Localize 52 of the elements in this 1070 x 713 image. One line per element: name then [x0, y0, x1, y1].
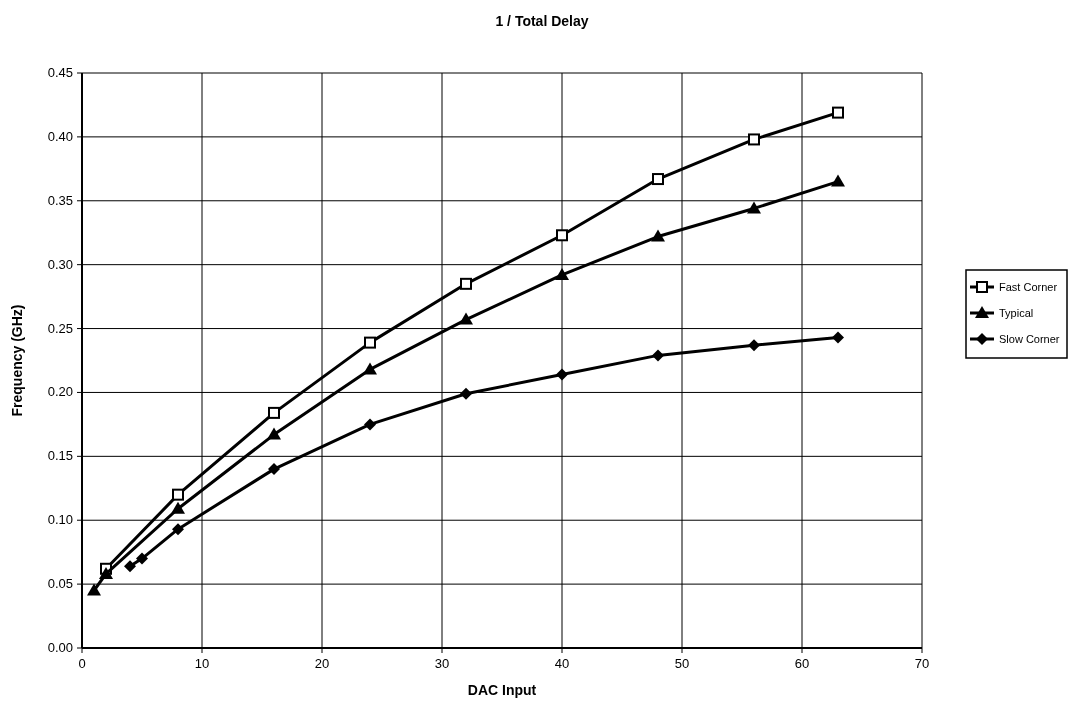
point [555, 267, 569, 280]
point [136, 552, 148, 565]
y-tick-label: 0.15 [47, 448, 73, 464]
point [268, 406, 280, 419]
y-tick-label: 0.20 [47, 384, 73, 400]
point [124, 560, 136, 573]
y-tick-label: 0.45 [47, 65, 73, 80]
y-tick-label: 0.10 [47, 512, 73, 528]
point [832, 331, 844, 344]
point [748, 133, 760, 146]
point [556, 368, 568, 381]
point [268, 463, 280, 476]
point [267, 427, 281, 440]
point [651, 229, 665, 242]
point [556, 229, 568, 242]
legend-label: Typical [999, 307, 1034, 319]
point [172, 488, 184, 501]
x-tick-label: 50 [674, 656, 690, 671]
point [364, 418, 376, 431]
y-tick-label: 0.40 [47, 128, 73, 144]
x-tick-label: 30 [434, 656, 450, 671]
point [460, 387, 472, 400]
y-tick-label: 0.00 [47, 640, 73, 655]
x-tick-label: 40 [554, 656, 570, 671]
point [831, 174, 845, 187]
point [748, 339, 760, 352]
point [363, 362, 377, 375]
point [460, 277, 472, 290]
point [747, 201, 761, 214]
point [99, 566, 113, 579]
x-tick-label: 60 [794, 656, 810, 671]
y-axis-title: Frequency (GHz) [9, 304, 25, 417]
point [459, 312, 473, 325]
point [652, 173, 664, 186]
x-tick-label: 70 [914, 656, 930, 671]
x-tick-label: 20 [314, 656, 330, 671]
point [652, 349, 664, 362]
x-tick-label: 10 [194, 656, 210, 671]
point [171, 501, 185, 514]
legend-label: Fast Corner [999, 281, 1058, 293]
point [832, 106, 844, 119]
y-tick-label: 0.25 [47, 320, 73, 336]
legend-label: Slow Corner [999, 333, 1060, 345]
y-tick-label: 0.30 [47, 256, 73, 272]
point [364, 336, 376, 349]
point [172, 523, 184, 536]
x-tick-label: 0 [78, 656, 86, 671]
x-axis-title: DAC Input [467, 682, 537, 698]
chart-title: 1 / Total Delay [495, 13, 589, 29]
y-tick-label: 0.05 [47, 576, 73, 592]
point [87, 583, 101, 596]
y-tick-label: 0.35 [47, 192, 73, 208]
